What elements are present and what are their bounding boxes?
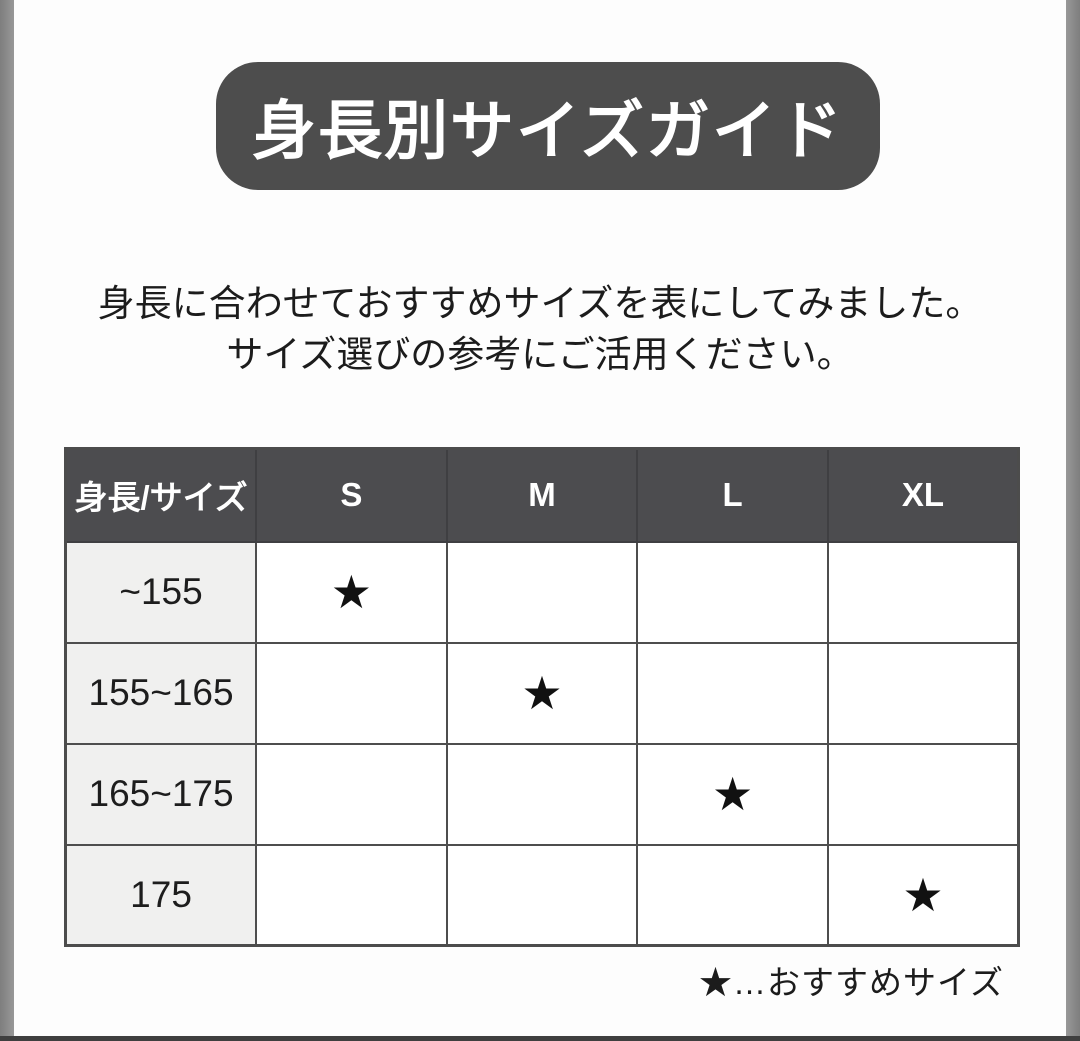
height-label-cell: 165~175 [64,742,258,846]
size-cell-xl [826,742,1020,846]
size-cell-s [255,742,448,846]
height-label-cell: 155~165 [64,641,258,745]
title-banner: 身長別サイズガイド [216,62,880,190]
size-cell-s: ★ [255,540,448,644]
size-cell-l [636,540,829,644]
table-row-155-165: 155~165 ★ [64,641,1020,745]
height-label-cell: 175 [64,843,258,947]
left-edge-bar [0,0,14,1041]
header-cell-size-xl: XL [826,447,1020,543]
size-cell-s [255,843,448,947]
table-row-155: ~155 ★ [64,540,1020,644]
description-line-2: サイズ選びの参考にご活用ください。 [226,334,854,375]
size-cell-m: ★ [445,641,639,745]
size-cell-m [445,540,639,644]
size-cell-xl: ★ [826,843,1020,947]
right-edge-bar [1066,0,1080,1041]
size-cell-l [636,843,829,947]
size-cell-l [636,641,829,745]
description: 身長に合わせておすすめサイズを表にしてみました。 サイズ選びの参考にご活用くださ… [14,278,1066,380]
table-row-175: 175 ★ [64,843,1020,947]
size-cell-l: ★ [636,742,829,846]
size-cell-xl [826,540,1020,644]
header-cell-size-m: M [445,447,639,543]
size-cell-s [255,641,448,745]
size-cell-m [445,843,639,947]
header-cell-size-l: L [636,447,829,543]
header-cell-height-size: 身長/サイズ [64,447,258,543]
bottom-edge-bar [0,1036,1080,1041]
table-header: 身長/サイズ S M L XL [64,447,1020,543]
size-cell-m [445,742,639,846]
size-cell-xl [826,641,1020,745]
header-cell-size-s: S [255,447,448,543]
height-label-cell: ~155 [64,540,258,644]
header-row: 身長/サイズ S M L XL [64,447,1020,543]
legend-note: ★…おすすめサイズ [698,964,1004,1001]
page-title: 身長別サイズガイド [251,95,845,167]
table-body: ~155 ★ 155~165 ★ 165~175 ★ 175 ★ [64,540,1020,947]
size-guide-table: 身長/サイズ S M L XL ~155 ★ 155~165 ★ 165~175… [64,447,1020,947]
table-row-165-175: 165~175 ★ [64,742,1020,846]
description-line-1: 身長に合わせておすすめサイズを表にしてみました。 [97,283,983,324]
